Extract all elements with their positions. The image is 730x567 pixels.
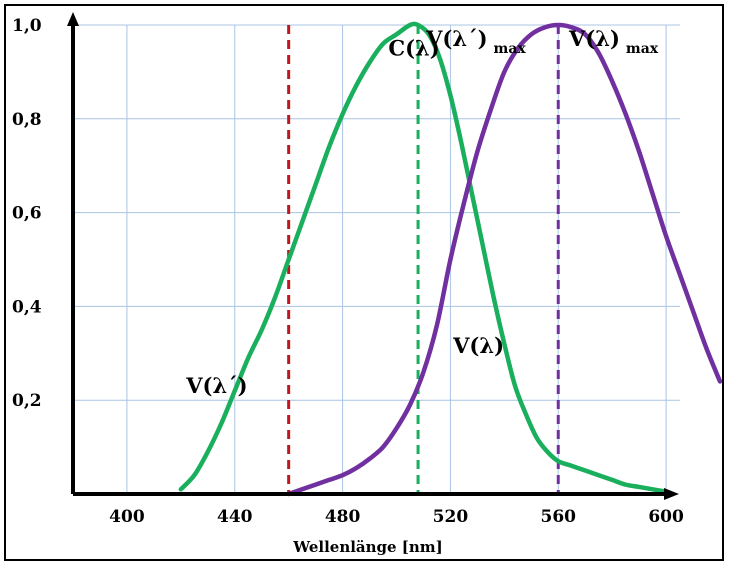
- curve-label-4: V(λ´): [185, 373, 247, 398]
- x-tick-label-1: 440: [217, 507, 253, 527]
- reference-lines: [287, 25, 560, 494]
- tick-labels: 400 440 480 520 560 600 0,2 0,4 0,6 0,8 1,0: [12, 16, 684, 527]
- chart-frame: [4, 4, 724, 561]
- x-tick-label-4: 560: [541, 507, 577, 527]
- y-tick-label-2: 0,6: [12, 204, 42, 224]
- curve-label-1: V(λ´) max: [425, 26, 526, 57]
- x-axis-arrow: [664, 488, 679, 500]
- axes: [67, 12, 679, 500]
- curve-label-3: V(λ): [452, 333, 504, 358]
- series-line-photopic: [286, 22, 723, 497]
- x-tick-label-3: 520: [433, 507, 469, 527]
- y-tick-label-0: 0,2: [12, 391, 42, 411]
- curve-label-0: C(λ): [388, 35, 439, 60]
- series-layer: [178, 21, 723, 497]
- x-tick-label-5: 600: [648, 507, 684, 527]
- series-line-scotopic: [178, 21, 669, 494]
- y-tick-label-1: 0,4: [12, 297, 42, 317]
- y-tick-label-4: 1,0: [12, 16, 42, 36]
- annotations: C(λ)V(λ´) max V(λ) max V(λ) V(λ´): [185, 26, 659, 398]
- y-axis-arrow: [67, 12, 79, 26]
- curve-label-2: V(λ) max: [568, 26, 659, 57]
- y-tick-label-3: 0,8: [12, 110, 42, 130]
- x-tick-label-2: 480: [325, 507, 361, 527]
- x-tick-label-0: 400: [109, 507, 145, 527]
- x-axis-label: Wellenlänge [nm]: [292, 538, 443, 556]
- grid: [73, 24, 680, 494]
